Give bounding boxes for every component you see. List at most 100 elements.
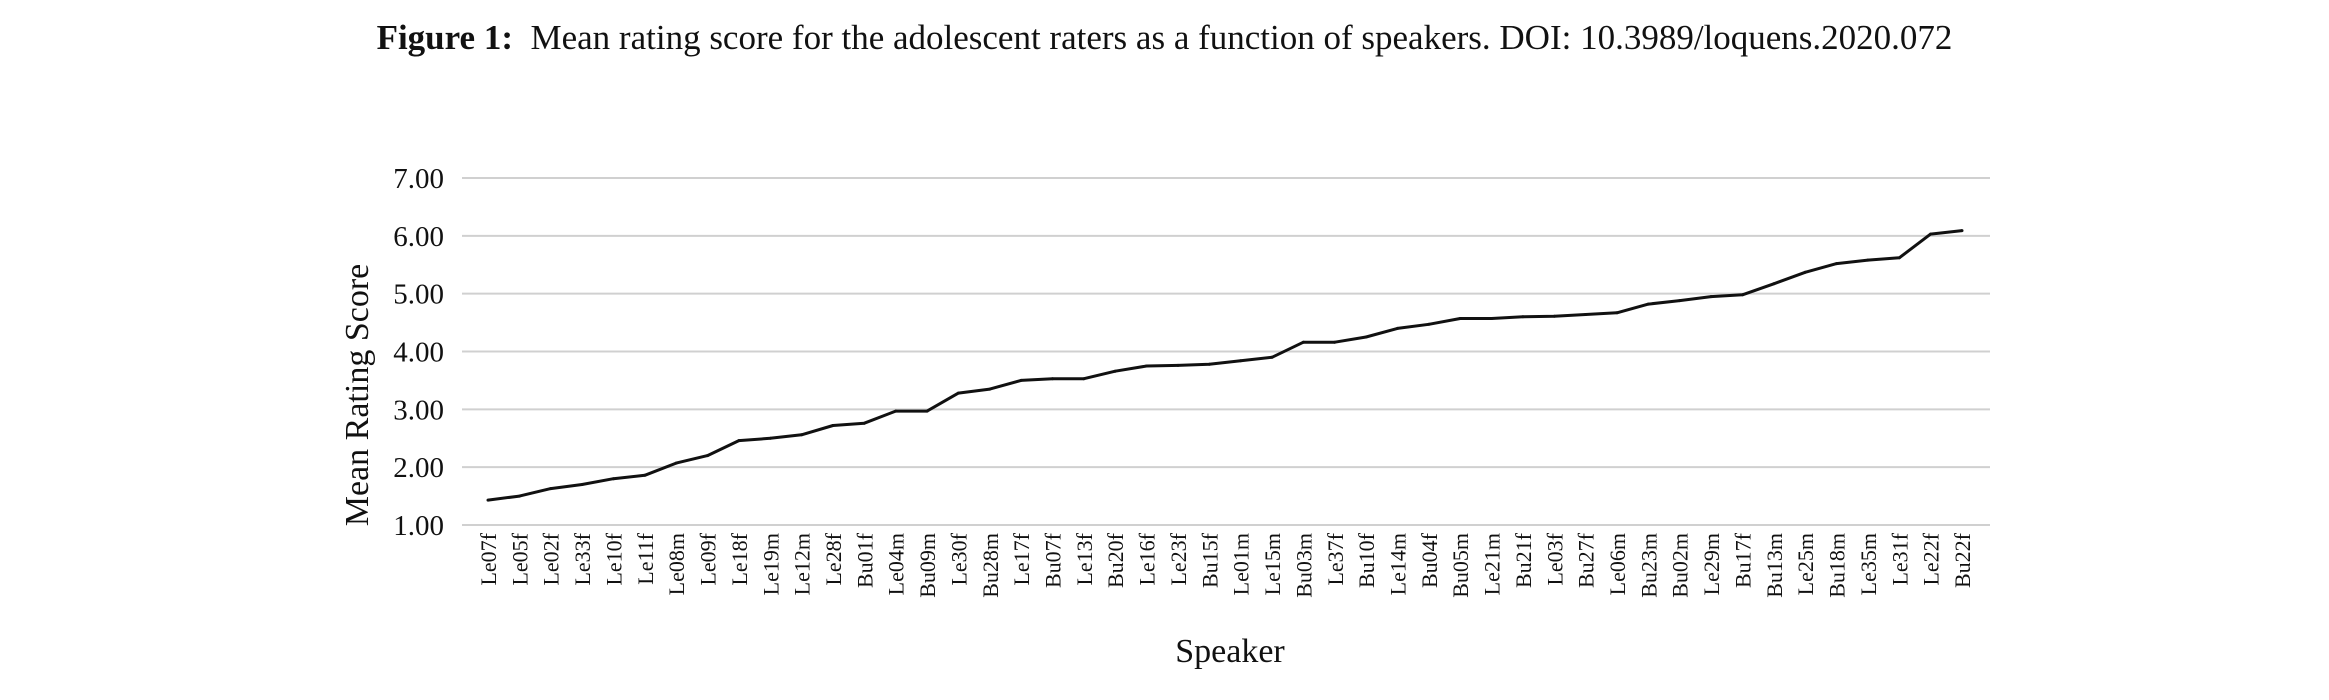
data-point [1615, 311, 1619, 315]
x-tick-label: Le04m [884, 533, 909, 595]
y-tick-label: 3.00 [393, 394, 444, 426]
x-tick-label: Bu07f [1041, 532, 1066, 588]
x-tick-label: Bu03m [1291, 533, 1316, 598]
x-tick-label: Le29m [1699, 533, 1724, 595]
x-tick-label: Le30f [946, 532, 971, 585]
data-point [1239, 359, 1243, 363]
x-tick-label: Le15m [1260, 533, 1285, 595]
data-point [862, 421, 866, 425]
data-point [1929, 232, 1933, 236]
x-tick-label: Le25m [1793, 533, 1818, 595]
data-point [1897, 256, 1901, 260]
data-point [1019, 378, 1023, 382]
figure-caption-text: Mean rating score for the adolescent rat… [530, 18, 1953, 57]
x-tick-label: Bu09m [915, 533, 940, 598]
data-point [1741, 293, 1744, 297]
data-point [1113, 369, 1117, 373]
data-point [643, 473, 647, 477]
x-tick-label: Bu23m [1636, 533, 1661, 598]
data-point [1552, 314, 1556, 318]
data-point [1866, 258, 1870, 262]
data-point [1584, 313, 1588, 316]
data-point [800, 433, 804, 437]
x-tick-label: Le28f [821, 532, 846, 585]
data-point [768, 436, 772, 440]
data-point [1521, 315, 1525, 319]
x-tick-label: Bu21f [1511, 532, 1536, 588]
data-point [1646, 302, 1650, 306]
x-tick-label: Le22f [1919, 532, 1944, 585]
x-tick-label: Le12m [790, 533, 815, 595]
x-tick-label: Le01m [1229, 533, 1254, 595]
data-point [611, 477, 615, 481]
x-tick-label: Le02f [539, 532, 564, 585]
x-axis-label: Speaker [1175, 633, 1285, 670]
data-point [580, 483, 584, 486]
data-point [1458, 317, 1462, 320]
data-point [1301, 340, 1305, 344]
data-point [549, 487, 553, 491]
x-tick-label: Le37f [1323, 532, 1348, 585]
data-point [1427, 322, 1431, 326]
x-tick-label: Le19m [758, 533, 783, 595]
x-tick-label: Le11f [633, 532, 658, 584]
data-point [1082, 377, 1086, 381]
x-tick-label: Bu05m [1448, 533, 1473, 598]
figure-caption: Figure 1: Mean rating score for the adol… [0, 18, 2329, 58]
gridlines [462, 177, 1990, 526]
x-tick-label: Bu10f [1354, 532, 1379, 588]
data-point [988, 387, 992, 391]
x-tick-label: Bu27f [1574, 532, 1599, 588]
x-tick-label: Le07f [476, 532, 501, 585]
x-tick-label: Le13f [1072, 532, 1097, 585]
x-axis-tick-labels: Le07f Le05f Le02f Le33f Le10f Le11f Le08m Le09f… [476, 532, 1975, 597]
x-tick-label: Le05f [507, 532, 532, 585]
x-tick-label: Le18f [727, 532, 752, 585]
data-point [1051, 377, 1054, 381]
data-point [1490, 317, 1494, 320]
data-point [1207, 362, 1211, 366]
y-tick-label: 6.00 [393, 221, 444, 253]
x-tick-label: Le23f [1166, 532, 1191, 585]
figure-label: Figure 1: [376, 18, 513, 57]
y-tick-label: 5.00 [393, 279, 444, 311]
x-tick-label: Le33f [570, 532, 595, 585]
x-tick-label: Bu18m [1825, 533, 1850, 598]
x-tick-label: Bu20f [1103, 532, 1128, 588]
data-point [1364, 335, 1368, 339]
data-point [925, 409, 929, 413]
data-point [1333, 340, 1337, 344]
series-line [487, 229, 1963, 502]
x-tick-label: Bu13m [1762, 533, 1787, 598]
x-tick-label: Le14m [1385, 533, 1410, 595]
data-point [894, 409, 898, 413]
x-tick-label: Bu15f [1197, 532, 1222, 588]
data-point [706, 454, 709, 458]
data-point [1270, 355, 1274, 359]
x-tick-label: Le35m [1856, 533, 1881, 595]
data-point [1145, 364, 1149, 368]
x-tick-label: Bu17f [1730, 532, 1755, 588]
data-point [1960, 229, 1964, 233]
data-point [737, 439, 741, 443]
x-tick-label: Le08m [664, 533, 689, 595]
data-point [956, 391, 960, 395]
x-tick-label: Le10f [601, 532, 626, 585]
x-tick-label: Le09f [696, 532, 721, 585]
x-tick-label: Le06m [1605, 533, 1630, 595]
x-tick-label: Le16f [1135, 532, 1160, 585]
x-tick-label: Le17f [1009, 532, 1034, 585]
data-point [1176, 363, 1180, 367]
data-point [1709, 295, 1713, 299]
x-tick-label: Bu01f [852, 532, 877, 588]
y-axis-tick-labels: 1.00 2.00 3.00 4.00 5.00 6.00 7.00 [393, 163, 444, 542]
y-tick-label: 4.00 [393, 337, 444, 369]
data-point [1803, 270, 1807, 274]
data-point [1396, 326, 1399, 330]
x-tick-label: Le31f [1887, 532, 1912, 585]
data-point [674, 461, 678, 465]
data-point [1772, 282, 1776, 286]
data-point [1678, 299, 1682, 303]
y-tick-label: 7.00 [393, 163, 444, 195]
